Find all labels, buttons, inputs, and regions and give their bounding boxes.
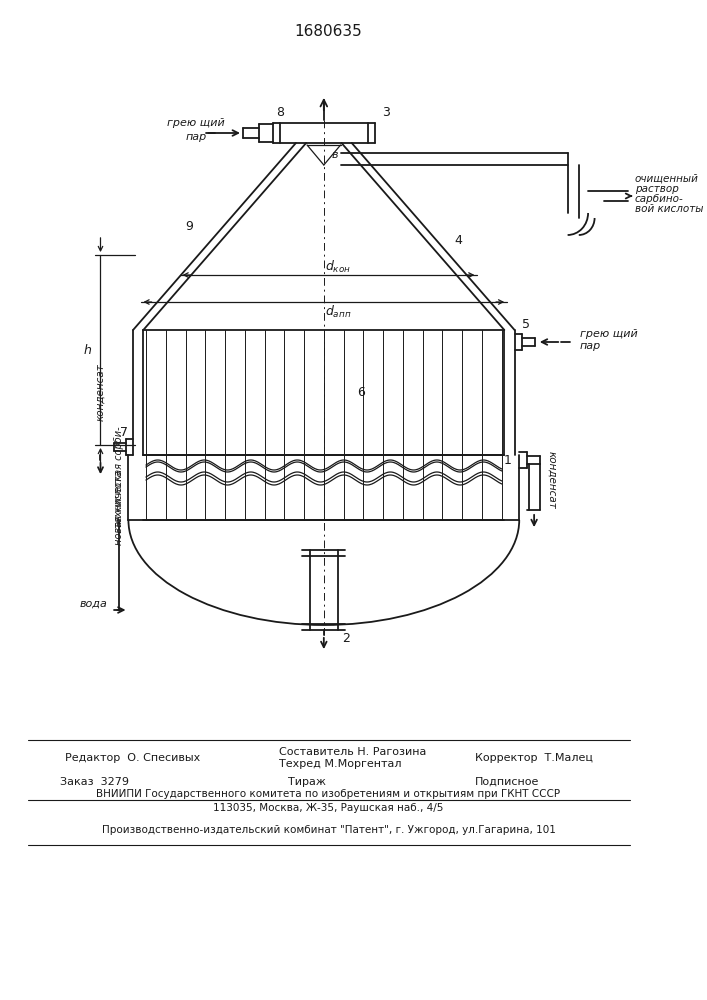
Text: ВНИИПИ Государственного комитета по изобретениям и открытиям при ГКНТ СССР: ВНИИПИ Государственного комитета по изоб… xyxy=(96,789,561,799)
Text: h: h xyxy=(83,344,91,357)
Text: вода: вода xyxy=(80,599,108,609)
Text: 5: 5 xyxy=(522,318,530,330)
Text: Подписное: Подписное xyxy=(474,777,539,787)
Text: грею щий: грею щий xyxy=(168,118,226,128)
Text: 7: 7 xyxy=(120,426,129,440)
Text: 1: 1 xyxy=(504,454,512,466)
Text: пар: пар xyxy=(186,132,207,142)
Text: 4: 4 xyxy=(455,233,462,246)
Text: 9: 9 xyxy=(185,221,193,233)
Text: новая кислота: новая кислота xyxy=(114,470,124,545)
Text: пар: пар xyxy=(580,341,601,351)
Text: Тираж: Тираж xyxy=(288,777,327,787)
Text: грею щий: грею щий xyxy=(580,329,638,339)
Text: вой кислоты: вой кислоты xyxy=(635,204,703,214)
Text: $d_{апп}$: $d_{апп}$ xyxy=(325,304,351,320)
Text: Производственно-издательский комбинат "Патент", г. Ужгород, ул.Гагарина, 101: Производственно-издательский комбинат "П… xyxy=(102,825,556,835)
Text: очищенный: очищенный xyxy=(635,174,699,184)
Text: 2: 2 xyxy=(342,632,350,645)
Text: в: в xyxy=(332,150,338,160)
Text: Техред М.Моргентал: Техред М.Моргентал xyxy=(279,759,402,769)
Text: Заказ  3279: Заказ 3279 xyxy=(61,777,129,787)
Text: 6: 6 xyxy=(357,386,365,399)
Text: техническая сорби-: техническая сорби- xyxy=(114,427,124,528)
Text: раствор: раствор xyxy=(635,184,679,194)
Text: Составитель Н. Рагозина: Составитель Н. Рагозина xyxy=(279,747,426,757)
Text: Корректор  Т.Малец: Корректор Т.Малец xyxy=(474,753,592,763)
Text: 8: 8 xyxy=(276,106,284,119)
Text: сарбино-: сарбино- xyxy=(635,194,684,204)
Text: 113035, Москва, Ж-35, Раушская наб., 4/5: 113035, Москва, Ж-35, Раушская наб., 4/5 xyxy=(214,803,444,813)
Text: $d_{кон}$: $d_{кон}$ xyxy=(325,259,351,275)
Text: конденсат: конденсат xyxy=(547,451,557,509)
Text: 1680635: 1680635 xyxy=(295,24,363,39)
Text: конденсат: конденсат xyxy=(95,364,105,421)
Text: 3: 3 xyxy=(382,106,390,119)
Text: Редактор  О. Спесивых: Редактор О. Спесивых xyxy=(65,753,200,763)
